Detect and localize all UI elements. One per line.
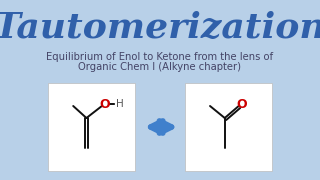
- Bar: [185, 83, 272, 171]
- Text: Tautomerization: Tautomerization: [0, 11, 320, 45]
- Text: O: O: [100, 98, 110, 111]
- Text: H: H: [116, 99, 124, 109]
- Bar: [48, 83, 135, 171]
- Text: O: O: [236, 98, 247, 111]
- Text: Organic Chem I (Alkyne chapter): Organic Chem I (Alkyne chapter): [78, 62, 242, 72]
- Text: Equilibrium of Enol to Ketone from the lens of: Equilibrium of Enol to Ketone from the l…: [46, 52, 274, 62]
